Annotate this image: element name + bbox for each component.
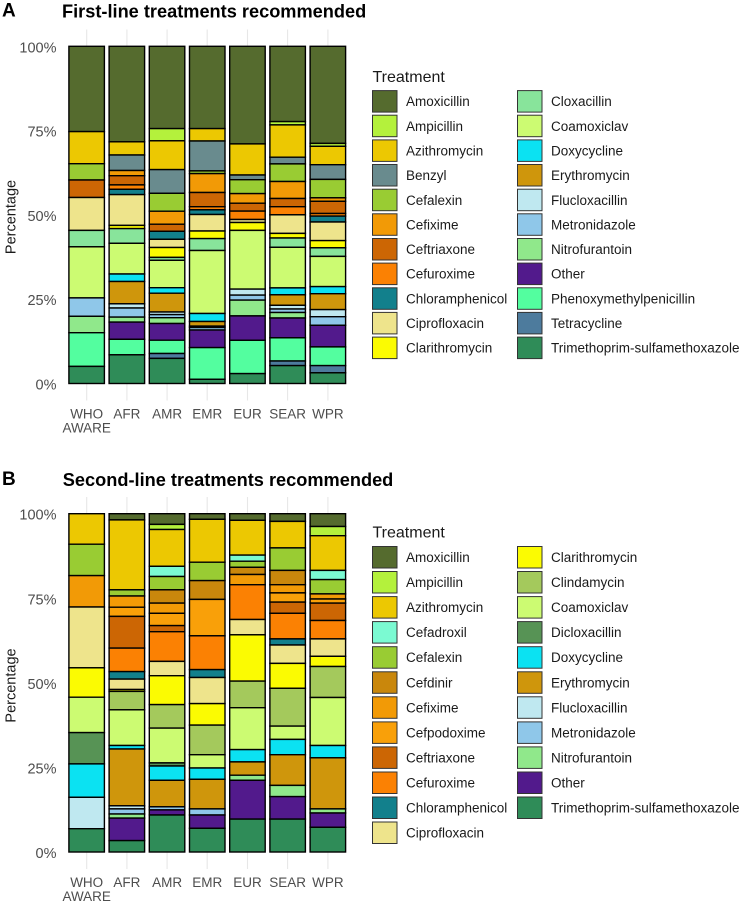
svg-text:AWARE: AWARE <box>62 889 111 904</box>
svg-text:Amoxicillin: Amoxicillin <box>406 550 470 565</box>
svg-text:Ceftriaxone: Ceftriaxone <box>406 242 475 257</box>
svg-text:Cefuroxime: Cefuroxime <box>406 267 475 282</box>
svg-text:Flucloxacillin: Flucloxacillin <box>551 700 628 715</box>
svg-text:Clarithromycin: Clarithromycin <box>406 341 492 356</box>
svg-text:25%: 25% <box>27 761 56 777</box>
svg-text:Cloxacillin: Cloxacillin <box>551 94 612 109</box>
svg-text:Metronidazole: Metronidazole <box>551 725 636 740</box>
svg-text:A: A <box>2 1 16 22</box>
svg-text:Cefixime: Cefixime <box>406 217 459 232</box>
svg-text:Percentage: Percentage <box>4 648 20 722</box>
svg-text:Amoxicillin: Amoxicillin <box>406 94 470 109</box>
svg-text:Doxycycline: Doxycycline <box>551 650 623 665</box>
svg-text:Trimethoprim-sulfamethoxazole: Trimethoprim-sulfamethoxazole <box>551 801 740 816</box>
svg-text:Ceftriaxone: Ceftriaxone <box>406 750 475 765</box>
svg-text:Metronidazole: Metronidazole <box>551 217 636 232</box>
svg-text:Nitrofurantoin: Nitrofurantoin <box>551 750 632 765</box>
svg-text:Other: Other <box>551 776 585 791</box>
svg-text:Erythromycin: Erythromycin <box>551 675 630 690</box>
svg-text:SEAR: SEAR <box>269 407 306 422</box>
svg-text:WHO: WHO <box>70 875 103 890</box>
svg-text:Coamoxiclav: Coamoxiclav <box>551 119 629 134</box>
svg-text:Doxycycline: Doxycycline <box>551 143 623 158</box>
svg-text:WPR: WPR <box>312 875 344 890</box>
svg-text:EMR: EMR <box>192 875 222 890</box>
svg-text:Azithromycin: Azithromycin <box>406 143 483 158</box>
svg-text:50%: 50% <box>27 209 56 225</box>
svg-text:Cefalexin: Cefalexin <box>406 650 462 665</box>
svg-text:25%: 25% <box>27 293 56 309</box>
svg-text:AMR: AMR <box>152 875 182 890</box>
svg-text:Cefixime: Cefixime <box>406 700 459 715</box>
svg-text:Nitrofurantoin: Nitrofurantoin <box>551 242 632 257</box>
svg-text:AWARE: AWARE <box>62 421 111 436</box>
svg-text:Cefpodoxime: Cefpodoxime <box>406 725 486 740</box>
svg-text:0%: 0% <box>36 378 57 394</box>
svg-text:AFR: AFR <box>113 875 140 890</box>
svg-text:Treatment: Treatment <box>373 69 446 86</box>
svg-text:Cefdinir: Cefdinir <box>406 675 453 690</box>
svg-text:Chloramphenicol: Chloramphenicol <box>406 801 507 816</box>
svg-text:Coamoxiclav: Coamoxiclav <box>551 600 629 615</box>
svg-text:Chloramphenicol: Chloramphenicol <box>406 291 507 306</box>
svg-text:Ampicillin: Ampicillin <box>406 119 463 134</box>
svg-text:Second-line treatments recomme: Second-line treatments recommended <box>63 470 394 490</box>
svg-text:0%: 0% <box>36 846 57 862</box>
svg-text:Other: Other <box>551 267 585 282</box>
svg-text:Flucloxacillin: Flucloxacillin <box>551 193 628 208</box>
svg-text:Cefadroxil: Cefadroxil <box>406 625 467 640</box>
svg-text:Cefuroxime: Cefuroxime <box>406 776 475 791</box>
svg-text:Phenoxymethylpenicillin: Phenoxymethylpenicillin <box>551 291 695 306</box>
svg-text:75%: 75% <box>27 125 56 141</box>
svg-text:Tetracycline: Tetracycline <box>551 316 622 331</box>
svg-text:50%: 50% <box>27 677 56 693</box>
svg-text:Azithromycin: Azithromycin <box>406 600 483 615</box>
svg-text:Dicloxacillin: Dicloxacillin <box>551 625 622 640</box>
svg-text:Ciprofloxacin: Ciprofloxacin <box>406 316 484 331</box>
svg-text:Ampicillin: Ampicillin <box>406 575 463 590</box>
svg-text:EMR: EMR <box>192 407 222 422</box>
svg-text:B: B <box>2 469 16 490</box>
svg-text:WPR: WPR <box>312 407 344 422</box>
svg-text:WHO: WHO <box>70 407 103 422</box>
svg-text:Benzyl: Benzyl <box>406 168 447 183</box>
svg-text:AFR: AFR <box>113 407 140 422</box>
svg-text:Clarithromycin: Clarithromycin <box>551 550 637 565</box>
svg-text:Ciprofloxacin: Ciprofloxacin <box>406 826 484 841</box>
svg-text:Treatment: Treatment <box>373 525 446 542</box>
svg-text:75%: 75% <box>27 592 56 608</box>
svg-text:Erythromycin: Erythromycin <box>551 168 630 183</box>
svg-text:SEAR: SEAR <box>269 875 306 890</box>
svg-text:Trimethoprim-sulfamethoxazole: Trimethoprim-sulfamethoxazole <box>551 341 740 356</box>
svg-text:100%: 100% <box>19 508 56 524</box>
svg-text:Cefalexin: Cefalexin <box>406 193 462 208</box>
svg-text:EUR: EUR <box>233 875 262 890</box>
svg-text:First-line treatments recommen: First-line treatments recommended <box>62 2 366 22</box>
svg-text:EUR: EUR <box>233 407 262 422</box>
svg-text:AMR: AMR <box>152 407 182 422</box>
svg-text:Percentage: Percentage <box>4 180 20 254</box>
svg-text:Clindamycin: Clindamycin <box>551 575 625 590</box>
svg-text:100%: 100% <box>19 40 56 56</box>
